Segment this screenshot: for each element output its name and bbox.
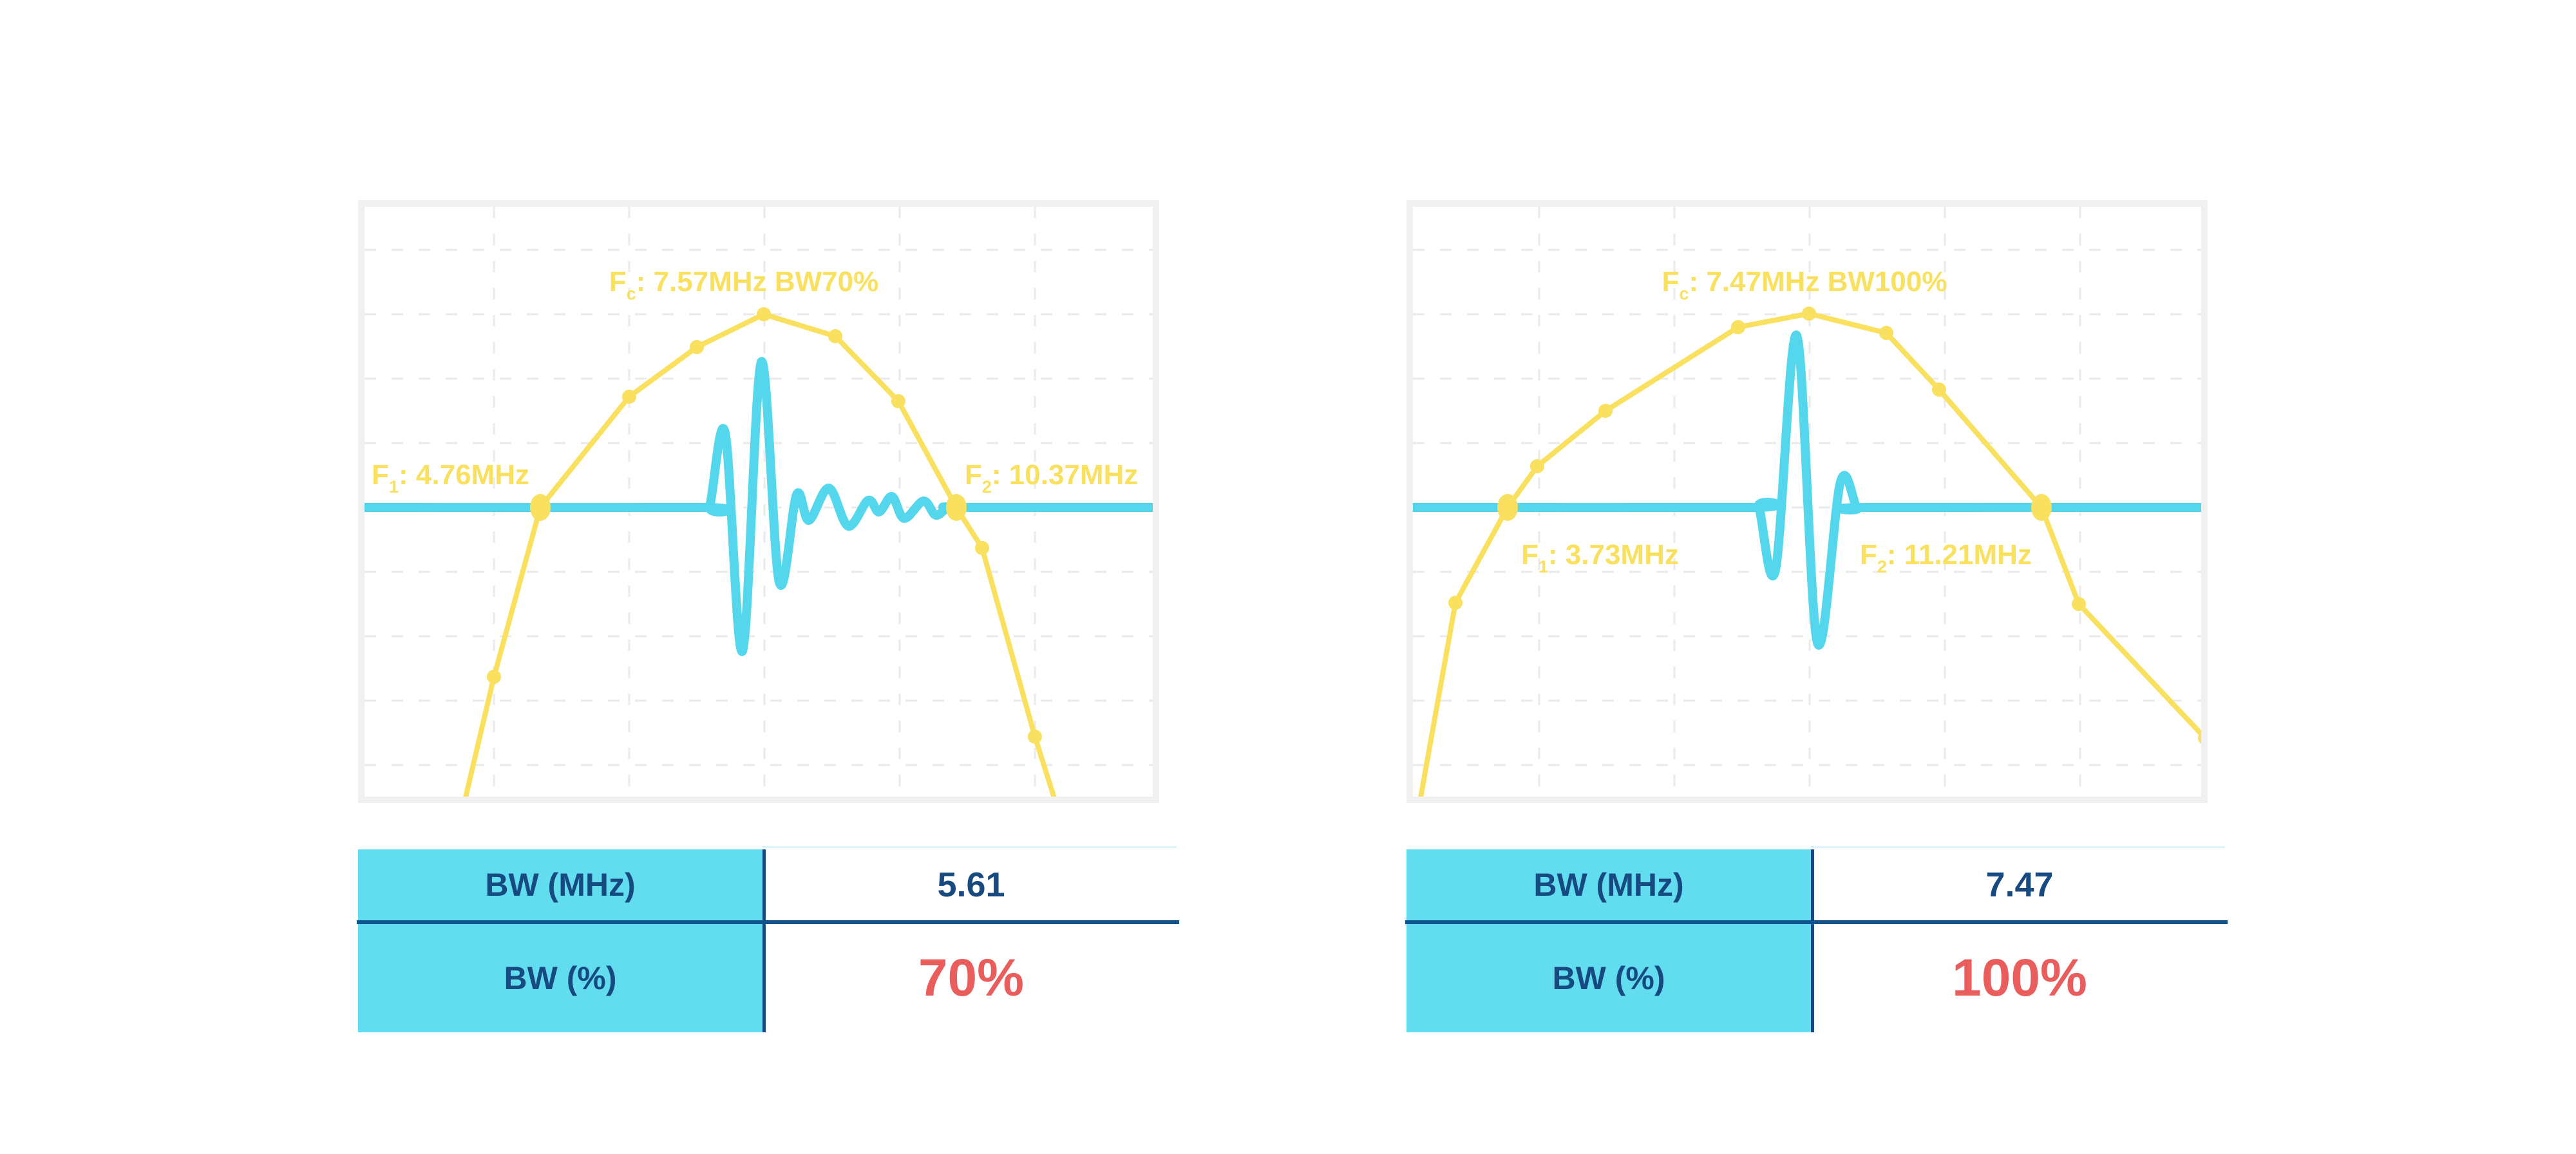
spectrum-marker — [2198, 732, 2201, 744]
bw-pct-value: 100% — [1952, 949, 2087, 1007]
bw-mhz-value: 5.61 — [937, 866, 1005, 904]
bw-mhz-value: 7.47 — [1985, 866, 2054, 904]
bw-mhz-label: BW (MHz) — [1533, 867, 1684, 903]
bw-pct-label: BW (%) — [504, 960, 617, 996]
spectrum-marker — [975, 541, 989, 555]
bw-table-right: BW (MHz) 7.47 BW (%) 100% — [1405, 846, 2228, 1034]
bw-table-left: BW (MHz) 5.61 BW (%) 70% — [357, 846, 1179, 1034]
bandwidth-edge-marker — [530, 494, 551, 521]
spectrum-marker — [2072, 597, 2086, 611]
table-row-divider — [357, 920, 1179, 924]
bandwidth-edge-marker — [1497, 494, 1518, 521]
center-frequency-label-right: Fc: 7.47MHz BW100% — [1662, 266, 1947, 303]
pulse-waveform — [1413, 330, 2201, 650]
table-vertical-divider — [762, 849, 766, 1032]
spectrum-marker — [622, 390, 636, 404]
spectrum-marker — [1731, 320, 1745, 334]
table-header-column — [358, 849, 762, 1032]
chart-border — [1406, 200, 2208, 803]
f2-label-right: F2: 11.21MHz — [1860, 539, 2032, 576]
table-header-column — [1406, 849, 1811, 1032]
table-row-divider — [1405, 920, 2228, 924]
spectrum-marker — [757, 307, 771, 321]
spectrum-marker — [487, 670, 501, 684]
bw-pct-value: 70% — [918, 949, 1025, 1007]
f1-label-left: F1: 4.76MHz — [372, 459, 529, 497]
pulse-spectrum-chart-left — [358, 200, 1159, 803]
spectrum-marker — [1932, 383, 1946, 397]
bw-pct-label: BW (%) — [1552, 960, 1665, 996]
spectrum-marker — [1879, 326, 1893, 340]
plot-area — [365, 207, 1153, 797]
pulse-waveform — [365, 357, 1153, 656]
chart-border — [358, 200, 1159, 803]
bandwidth-edge-marker — [946, 494, 967, 521]
spectrum-marker — [1598, 404, 1613, 418]
table-top-divider — [762, 846, 1177, 848]
f2-label-left: F2: 10.37MHz — [965, 459, 1138, 497]
spectrum-marker — [828, 329, 842, 343]
spectrum-marker — [1530, 459, 1544, 473]
pulse-spectrum-chart-right — [1406, 200, 2208, 803]
spectrum-marker — [1028, 730, 1042, 744]
bw-mhz-label: BW (MHz) — [485, 867, 636, 903]
table-top-divider — [1811, 846, 2225, 848]
plot-area — [1413, 207, 2201, 797]
spectrum-marker — [690, 340, 704, 354]
spectrum-curve — [463, 312, 1057, 797]
bandwidth-edge-marker — [2031, 494, 2052, 521]
spectrum-marker — [1448, 596, 1463, 610]
table-vertical-divider — [1811, 849, 1814, 1032]
spectrum-marker — [891, 394, 905, 408]
spectrum-marker — [1802, 307, 1816, 321]
center-frequency-label-left: Fc: 7.57MHz BW70% — [609, 266, 878, 303]
f1-label-right: F1: 3.73MHz — [1521, 539, 1679, 576]
spectrum-curve — [1418, 311, 2201, 797]
